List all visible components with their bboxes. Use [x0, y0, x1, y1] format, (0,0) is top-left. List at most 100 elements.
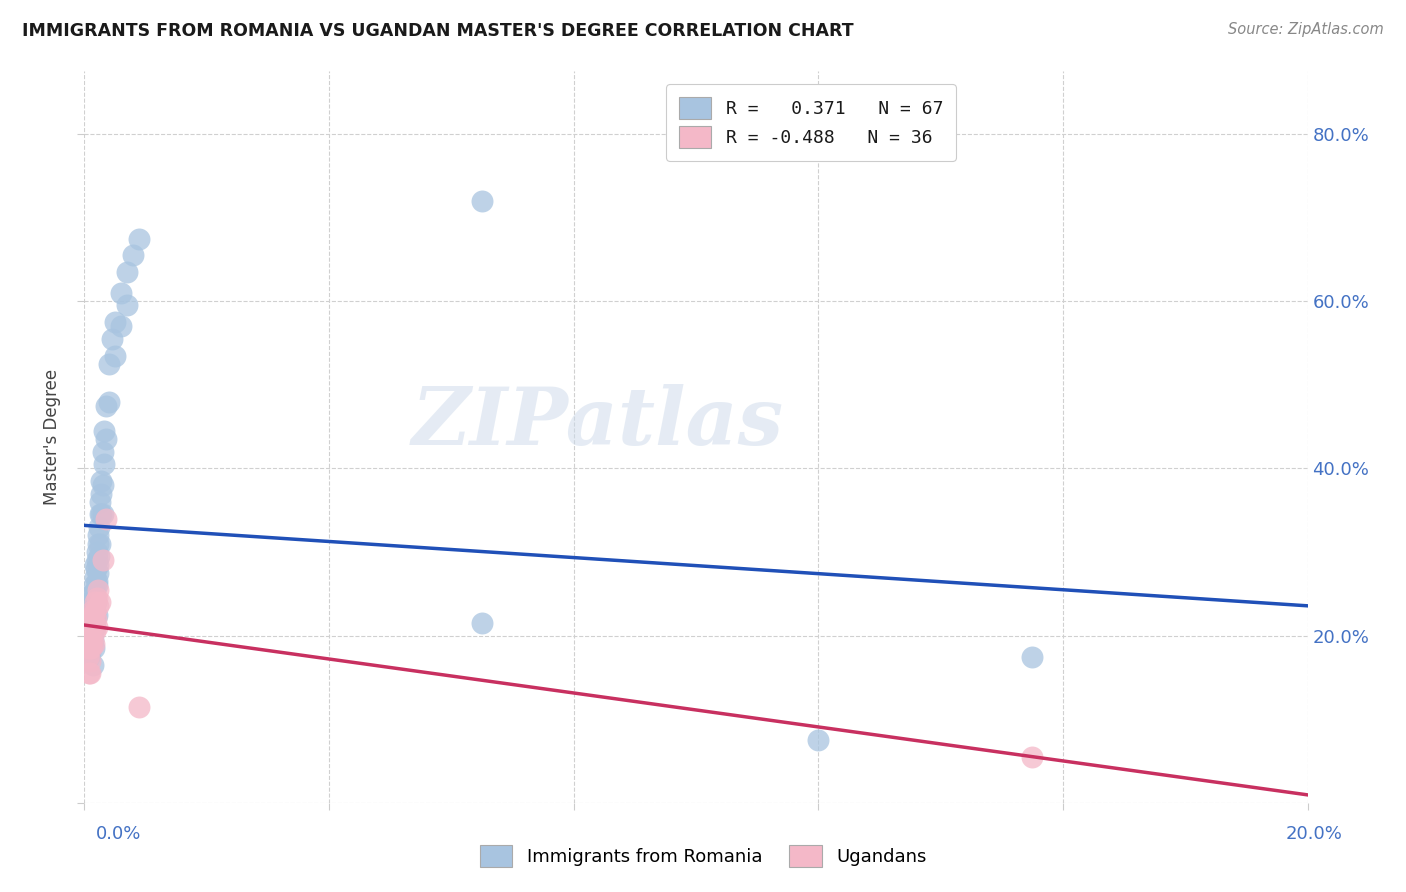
Point: [83, 620, 105, 634]
Point: [83, 616, 105, 631]
Point: [91, 508, 114, 522]
Point: [77, 624, 100, 639]
Point: [77, 666, 100, 681]
Point: [115, 298, 138, 312]
Point: [84, 607, 107, 622]
Point: [1021, 749, 1043, 764]
Point: [86, 574, 108, 589]
Point: [86, 607, 108, 622]
Point: [82, 632, 104, 647]
Point: [87, 520, 110, 534]
Point: [79, 612, 101, 626]
Point: [84, 582, 107, 597]
Point: [97, 394, 120, 409]
Point: [76, 616, 98, 631]
Legend: Immigrants from Romania, Ugandans: Immigrants from Romania, Ugandans: [472, 838, 934, 874]
Point: [77, 612, 100, 626]
Point: [87, 536, 110, 550]
Point: [79, 645, 101, 659]
Point: [807, 733, 830, 747]
Point: [79, 603, 101, 617]
Point: [84, 562, 107, 576]
Point: [77, 637, 100, 651]
Point: [89, 595, 111, 609]
Point: [87, 558, 110, 572]
Point: [97, 357, 120, 371]
Point: [79, 666, 101, 681]
Text: IMMIGRANTS FROM ROMANIA VS UGANDAN MASTER'S DEGREE CORRELATION CHART: IMMIGRANTS FROM ROMANIA VS UGANDAN MASTE…: [22, 22, 853, 40]
Point: [83, 587, 105, 601]
Point: [93, 424, 115, 438]
Point: [94, 511, 117, 525]
Point: [79, 637, 101, 651]
Point: [1021, 649, 1043, 664]
Point: [77, 616, 100, 631]
Point: [91, 444, 114, 458]
Point: [84, 558, 107, 572]
Point: [94, 399, 117, 413]
Point: [77, 632, 100, 647]
Point: [84, 595, 107, 609]
Point: [89, 536, 111, 550]
Point: [89, 508, 111, 522]
Point: [104, 315, 127, 329]
Point: [110, 285, 132, 300]
Point: [84, 612, 107, 626]
Point: [86, 620, 108, 634]
Point: [86, 545, 108, 559]
Point: [79, 654, 101, 668]
Point: [83, 607, 105, 622]
Text: ZIPatlas: ZIPatlas: [412, 384, 785, 461]
Point: [83, 612, 105, 626]
Point: [83, 641, 105, 656]
Point: [87, 582, 110, 597]
Point: [90, 486, 112, 500]
Point: [89, 495, 111, 509]
Point: [82, 587, 104, 601]
Point: [83, 603, 105, 617]
Point: [83, 570, 105, 584]
Point: [82, 632, 104, 647]
Point: [82, 657, 104, 672]
Point: [87, 528, 110, 542]
Point: [471, 194, 494, 208]
Point: [90, 508, 112, 522]
Point: [84, 624, 107, 639]
Point: [77, 620, 100, 634]
Point: [80, 612, 103, 626]
Point: [86, 591, 108, 605]
Point: [82, 620, 104, 634]
Y-axis label: Master's Degree: Master's Degree: [44, 369, 62, 505]
Point: [128, 231, 150, 245]
Point: [122, 248, 145, 262]
Point: [86, 553, 108, 567]
Point: [91, 478, 114, 492]
Point: [101, 332, 124, 346]
Point: [110, 319, 132, 334]
Point: [80, 637, 103, 651]
Point: [77, 649, 100, 664]
Point: [80, 607, 103, 622]
Text: 20.0%: 20.0%: [1286, 825, 1343, 843]
Point: [79, 624, 101, 639]
Point: [90, 474, 112, 488]
Text: Source: ZipAtlas.com: Source: ZipAtlas.com: [1227, 22, 1384, 37]
Point: [86, 578, 108, 592]
Point: [104, 349, 127, 363]
Point: [77, 649, 100, 664]
Point: [80, 629, 103, 643]
Point: [83, 637, 105, 651]
Point: [87, 566, 110, 580]
Point: [94, 432, 117, 446]
Point: [76, 632, 98, 647]
Point: [471, 616, 494, 631]
Point: [128, 699, 150, 714]
Point: [83, 578, 105, 592]
Point: [77, 641, 100, 656]
Point: [79, 616, 101, 631]
Point: [82, 603, 104, 617]
Point: [83, 591, 105, 605]
Point: [87, 549, 110, 564]
Point: [115, 265, 138, 279]
Point: [77, 641, 100, 656]
